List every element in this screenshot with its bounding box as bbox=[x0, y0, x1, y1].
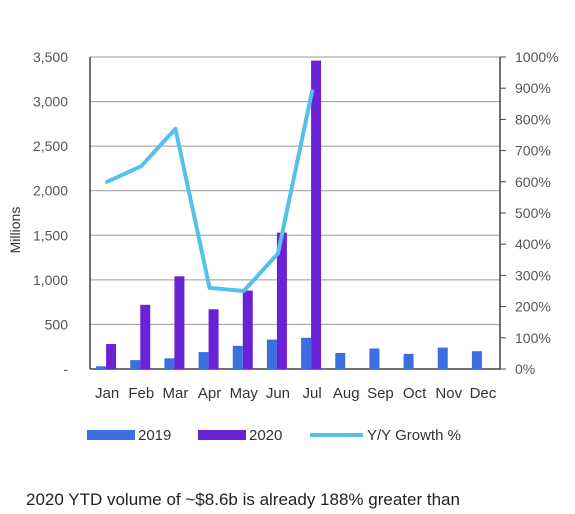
x-tick-label: Jan bbox=[95, 385, 119, 402]
bar-2020 bbox=[140, 304, 151, 369]
bar-2019 bbox=[130, 360, 141, 369]
bar-2019 bbox=[437, 347, 448, 369]
y-tick-label: 2,500 bbox=[33, 138, 68, 154]
y2-tick-label: 0% bbox=[515, 361, 535, 377]
bar-2019 bbox=[164, 358, 175, 369]
bar-2019 bbox=[403, 353, 414, 369]
x-tick-label: Mar bbox=[162, 385, 188, 402]
x-tick-label: Aug bbox=[333, 385, 360, 402]
y-tick-label: 3,000 bbox=[33, 94, 68, 110]
bar-2019 bbox=[369, 348, 380, 369]
y2-tick-label: 600% bbox=[515, 174, 551, 190]
x-tick-label: Oct bbox=[403, 385, 427, 402]
legend-label: 2020 bbox=[249, 427, 282, 444]
x-tick-label: Jun bbox=[266, 385, 290, 402]
bar-2019 bbox=[301, 337, 312, 369]
y2-tick-label: 700% bbox=[515, 143, 551, 159]
bar-2020 bbox=[311, 60, 322, 370]
legend-label: 2019 bbox=[138, 427, 171, 444]
chart-title-remnant bbox=[110, 0, 470, 4]
bar-2020 bbox=[242, 290, 253, 369]
y-tick-label: 1,500 bbox=[33, 227, 68, 243]
x-tick-label: Apr bbox=[198, 385, 221, 402]
bar-2019 bbox=[96, 366, 107, 369]
y-axis-right: 0% 100% 200% 300% 400% 500% 600% 700% 800% 900% 10… bbox=[500, 49, 559, 377]
legend-swatch bbox=[87, 430, 135, 440]
footnote: 2020 YTD volume of ~$8.6b is already 188… bbox=[26, 490, 460, 509]
y-tick-label: 1,000 bbox=[33, 272, 68, 288]
y2-tick-label: 400% bbox=[515, 236, 551, 252]
bar-2019 bbox=[266, 339, 277, 369]
y2-tick-label: 900% bbox=[515, 80, 551, 96]
y2-tick-label: 1000% bbox=[515, 49, 559, 65]
bar-2020 bbox=[106, 344, 117, 369]
y2-tick-label: 800% bbox=[515, 111, 551, 127]
y-axis-label: Millions bbox=[7, 207, 23, 254]
x-tick-label: Dec bbox=[470, 385, 497, 402]
bar-2019 bbox=[471, 351, 482, 369]
x-tick-label: Sep bbox=[367, 385, 394, 402]
x-tick-label: Jul bbox=[302, 385, 321, 402]
y2-tick-label: 500% bbox=[515, 205, 551, 221]
y-axis-left: - 500 1,000 1,500 2,000 2,500 3,000 3,500 bbox=[33, 49, 68, 377]
line-growth bbox=[105, 89, 315, 293]
chart: - 500 1,000 1,500 2,000 2,500 3,000 3,500 0% 100… bbox=[7, 0, 559, 444]
growth-line bbox=[105, 89, 315, 293]
legend: 2019 2020 Y/Y Growth % bbox=[87, 427, 461, 444]
legend-label: Y/Y Growth % bbox=[367, 427, 461, 444]
bar-2019 bbox=[232, 345, 243, 369]
bar-2020 bbox=[174, 276, 185, 369]
y2-tick-label: 300% bbox=[515, 267, 551, 283]
bars bbox=[96, 60, 482, 370]
legend-swatch bbox=[198, 430, 246, 440]
gridlines bbox=[89, 56, 501, 370]
x-tick-label: May bbox=[230, 385, 259, 402]
y2-tick-label: 200% bbox=[515, 299, 551, 315]
x-axis: Jan Feb Mar Apr May Jun Jul Aug Sep Oct Nov Dec bbox=[95, 385, 497, 402]
bar-2020 bbox=[276, 232, 287, 369]
bar-2019 bbox=[198, 352, 209, 369]
x-tick-label: Nov bbox=[435, 385, 462, 402]
y-tick-label: 3,500 bbox=[33, 49, 68, 65]
bar-2019 bbox=[335, 352, 346, 369]
x-tick-label: Feb bbox=[128, 385, 154, 402]
y-tick-label: 2,000 bbox=[33, 183, 68, 199]
y-tick-label: - bbox=[63, 361, 68, 377]
y-tick-label: 500 bbox=[45, 316, 69, 332]
bar-2020 bbox=[208, 309, 219, 369]
y2-tick-label: 100% bbox=[515, 330, 551, 346]
